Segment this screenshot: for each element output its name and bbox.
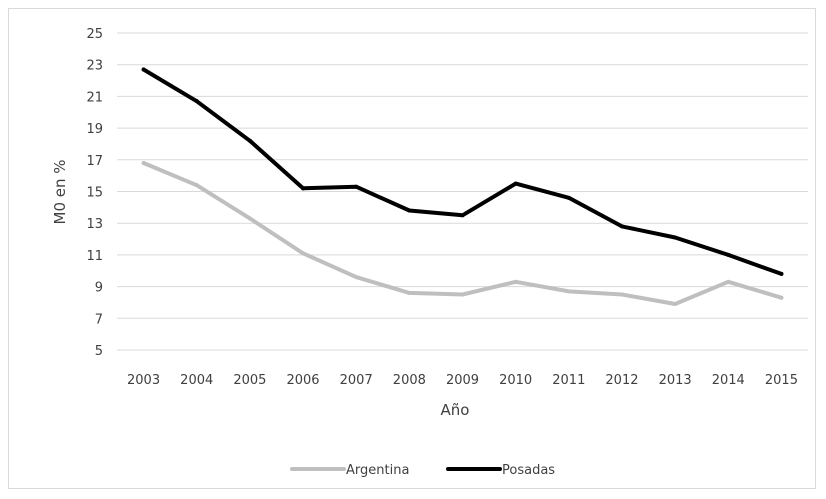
series-line-posadas xyxy=(141,67,784,276)
data-point xyxy=(779,271,784,276)
y-tick-label: 7 xyxy=(95,312,103,327)
y-tick-label: 17 xyxy=(86,154,103,169)
x-tick-label: 2015 xyxy=(765,373,798,388)
data-point xyxy=(141,160,146,165)
x-tick-label: 2013 xyxy=(659,373,692,388)
data-point xyxy=(301,186,306,191)
y-tick-label: 5 xyxy=(95,344,103,359)
data-point xyxy=(673,302,678,307)
data-point xyxy=(407,208,412,213)
data-point xyxy=(566,289,571,294)
x-axis-ticks: 2003 2004 2005 2006 2007 2008 2009 2010 2011 2012… xyxy=(127,373,798,388)
legend-label-argentina: Argentina xyxy=(346,463,409,478)
data-point xyxy=(619,224,624,229)
x-tick-label: 2009 xyxy=(446,373,479,388)
data-point xyxy=(513,181,518,186)
y-tick-label: 23 xyxy=(86,59,103,74)
x-tick-label: 2014 xyxy=(712,373,745,388)
legend-label-posadas: Posadas xyxy=(502,463,555,478)
x-tick-label: 2007 xyxy=(340,373,373,388)
data-point xyxy=(460,213,465,218)
series-lines xyxy=(141,67,784,307)
data-point xyxy=(354,275,359,280)
chart-frame xyxy=(8,8,816,489)
legend: Argentina Posadas xyxy=(290,463,555,478)
data-point xyxy=(407,290,412,295)
y-tick-label: 11 xyxy=(86,249,103,264)
y-axis-title: M0 en % xyxy=(51,159,69,224)
y-tick-label: 15 xyxy=(86,186,103,201)
data-point xyxy=(194,99,199,104)
data-point xyxy=(513,279,518,284)
y-tick-label: 13 xyxy=(86,217,103,232)
data-point xyxy=(779,295,784,300)
data-point xyxy=(619,292,624,297)
data-point xyxy=(460,292,465,297)
y-axis-ticks: 5 7 9 11 13 15 17 19 21 23 25 xyxy=(86,27,103,359)
x-tick-label: 2010 xyxy=(499,373,532,388)
x-tick-label: 2011 xyxy=(552,373,585,388)
data-point xyxy=(673,235,678,240)
data-point xyxy=(301,251,306,256)
y-tick-label: 21 xyxy=(86,90,103,105)
series-line-argentina xyxy=(141,161,784,306)
x-tick-label: 2006 xyxy=(286,373,319,388)
data-point xyxy=(566,195,571,200)
data-point xyxy=(726,252,731,257)
y-tick-label: 19 xyxy=(86,122,103,137)
x-tick-label: 2003 xyxy=(127,373,160,388)
data-point xyxy=(247,216,252,221)
data-point xyxy=(247,138,252,143)
x-tick-label: 2004 xyxy=(180,373,213,388)
x-tick-label: 2012 xyxy=(605,373,638,388)
data-point xyxy=(726,279,731,284)
gridlines xyxy=(117,32,808,351)
x-tick-label: 2008 xyxy=(393,373,426,388)
data-point xyxy=(354,184,359,189)
x-axis-title: Año xyxy=(441,401,470,419)
y-tick-label: 9 xyxy=(95,281,103,296)
x-tick-label: 2005 xyxy=(233,373,266,388)
data-point xyxy=(141,67,146,72)
data-point xyxy=(194,183,199,188)
y-tick-label: 25 xyxy=(86,27,103,42)
